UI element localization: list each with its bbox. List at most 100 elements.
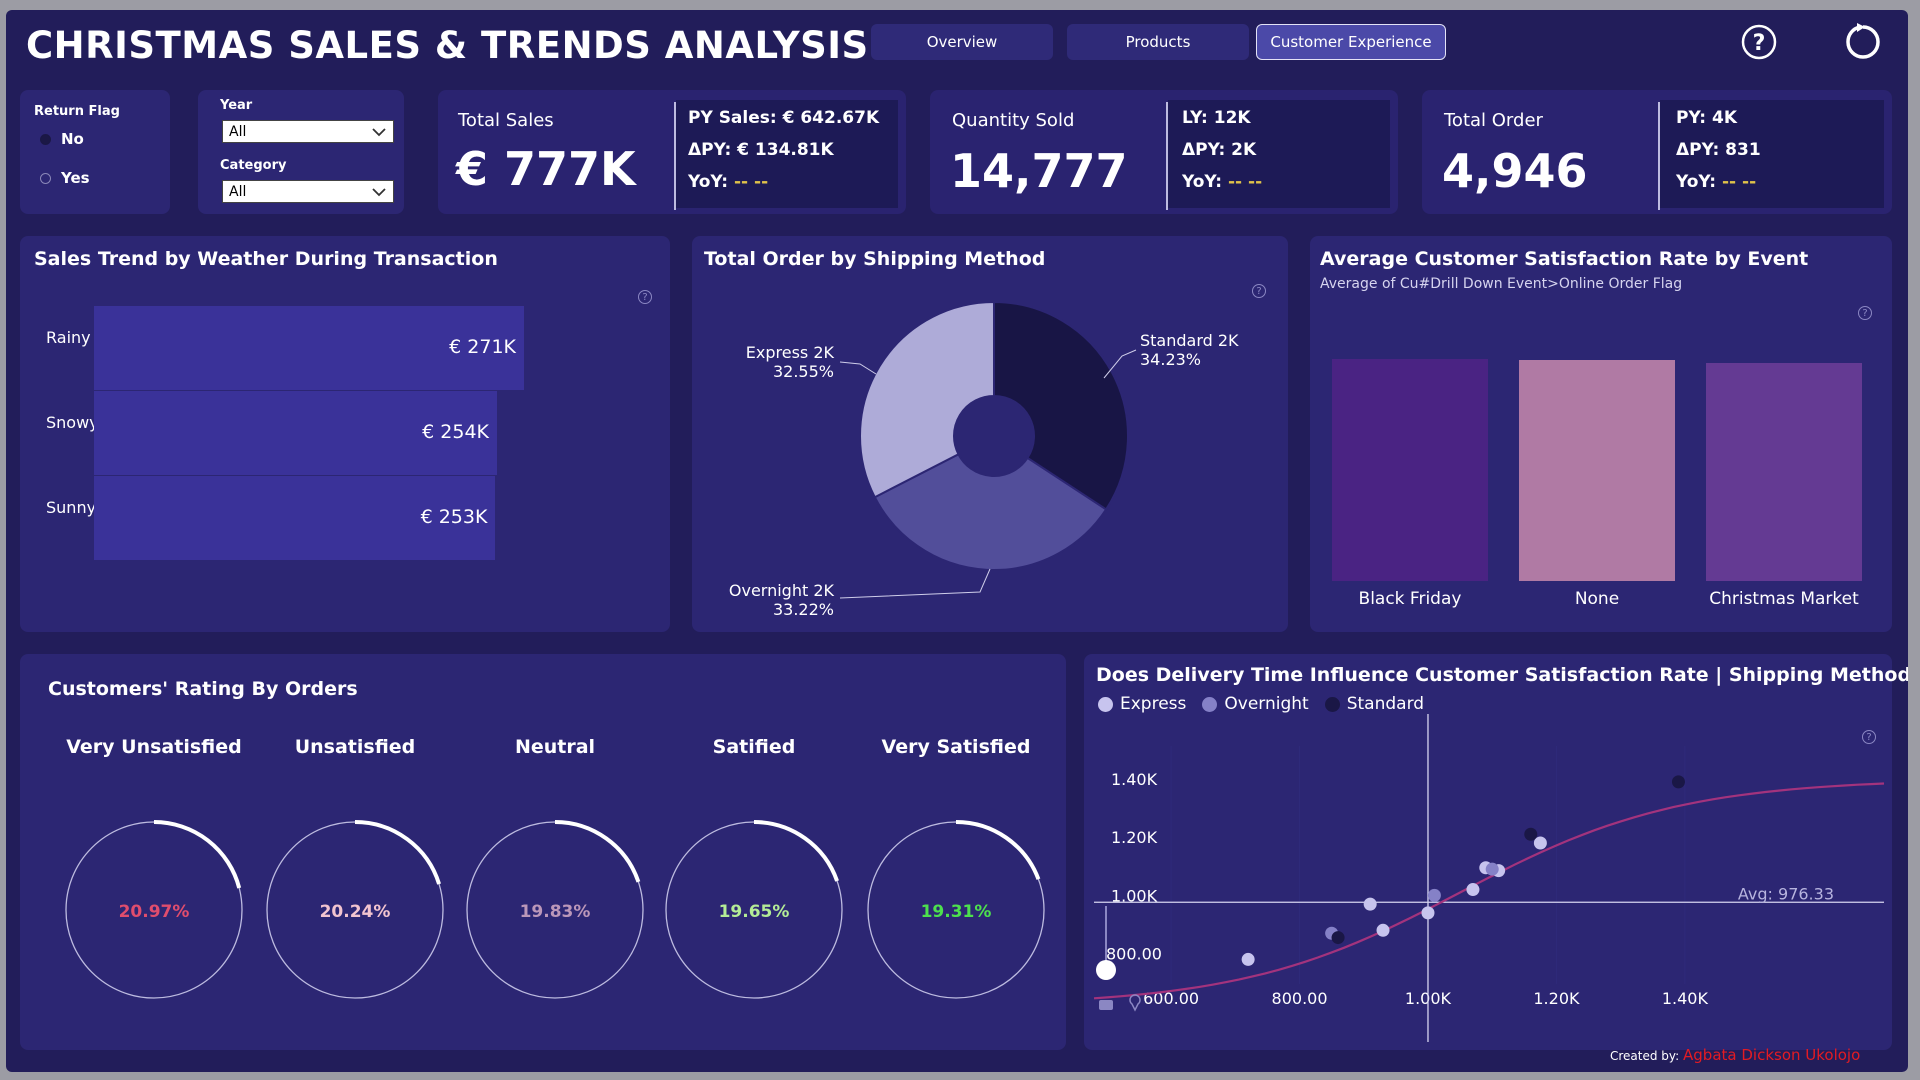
return-flag-option-no[interactable]: No xyxy=(40,130,84,148)
divider xyxy=(1166,102,1168,210)
rating-gauge: 19.31% xyxy=(867,820,1045,999)
chart-subtitle: Average of Cu#Drill Down Event>Online Or… xyxy=(1320,276,1683,292)
year-dropdown[interactable]: All xyxy=(222,120,394,143)
x-tick-label: 1.40K xyxy=(1662,989,1709,1008)
slice-pct-label: 32.55% xyxy=(773,362,834,381)
refresh-icon[interactable] xyxy=(1844,23,1882,61)
dashboard-frame: CHRISTMAS SALES & TRENDS ANALYSIS Overvi… xyxy=(6,10,1908,1072)
chart-title: Customers' Rating By Orders xyxy=(48,678,358,700)
return-flag-option-yes[interactable]: Yes xyxy=(40,169,90,187)
category-label: Category xyxy=(220,158,287,173)
gauge-arc xyxy=(153,820,242,889)
scatter-point-overnight[interactable] xyxy=(1485,862,1499,876)
scatter-point-express[interactable] xyxy=(1533,836,1547,850)
kpi-value: 14,777 xyxy=(950,144,1128,198)
scatter-point-standard[interactable] xyxy=(1671,775,1685,789)
bar-value-label: € 254K xyxy=(422,421,490,443)
tab-overview[interactable]: Overview xyxy=(871,24,1053,60)
rating-label: Very Unsatisfied xyxy=(66,736,242,758)
bar-category-label: Sunny xyxy=(46,498,97,517)
kpi-total-order: Total Order 4,946 PY: 4K ΔPY: 831 YoY: -… xyxy=(1422,90,1892,214)
legend-item-express[interactable]: Express xyxy=(1098,694,1186,714)
kpi-details: LY: 12K ΔPY: 2K YoY: -- -- xyxy=(1182,108,1263,192)
weather-bar[interactable]: € 253K xyxy=(94,476,496,560)
scatter-point-express[interactable] xyxy=(1376,923,1390,937)
kpi-details: PY Sales: € 642.67K ΔPY: € 134.81K YoY: … xyxy=(688,108,880,192)
year-category-slicer: Year All Category All xyxy=(198,90,404,214)
return-flag-label: Return Flag xyxy=(34,104,120,119)
legend-item-overnight[interactable]: Overnight xyxy=(1202,694,1309,714)
help-icon[interactable]: ? xyxy=(1252,284,1266,298)
donut-slice-express[interactable] xyxy=(859,300,995,499)
rating-label: Satified xyxy=(712,736,796,758)
gauge-value: 19.31% xyxy=(921,902,992,922)
category-dropdown[interactable]: All xyxy=(222,180,394,203)
page-title: CHRISTMAS SALES & TRENDS ANALYSIS xyxy=(26,24,869,67)
y-tick-label: 800.00 xyxy=(1106,945,1162,964)
year-label: Year xyxy=(220,98,253,113)
chart-title: Total Order by Shipping Method xyxy=(704,248,1046,270)
kpi-label: Quantity Sold xyxy=(952,110,1075,131)
trend-line xyxy=(1093,782,1885,1000)
legend-item-standard[interactable]: Standard xyxy=(1324,694,1424,714)
scatter-point-overnight[interactable] xyxy=(1427,888,1441,902)
radio-icon xyxy=(40,133,51,145)
scatter-point-standard[interactable] xyxy=(1524,827,1538,841)
play-axis-handle[interactable] xyxy=(1096,960,1116,980)
slice-label: Overnight 2K xyxy=(729,581,835,600)
event-satisfaction-chart: Average Customer Satisfaction Rate by Ev… xyxy=(1310,236,1892,632)
y-tick-label: 1.00K xyxy=(1111,886,1158,905)
camera-icon[interactable] xyxy=(1099,1000,1113,1010)
slice-label: Standard 2K xyxy=(1140,331,1239,350)
help-icon[interactable]: ? xyxy=(1862,730,1876,744)
tab-products[interactable]: Products xyxy=(1067,24,1249,60)
scatter-point-express[interactable] xyxy=(1363,897,1377,911)
kpi-value: € 777K xyxy=(456,142,636,196)
help-icon[interactable]: ? xyxy=(638,290,652,304)
kpi-quantity-sold: Quantity Sold 14,777 LY: 12K ΔPY: 2K YoY… xyxy=(930,90,1398,214)
event-bar[interactable] xyxy=(1332,359,1488,581)
help-icon[interactable]: ? xyxy=(1858,306,1872,320)
event-bar[interactable] xyxy=(1519,360,1675,581)
shipping-method-chart: Total Order by Shipping Method ? Standar… xyxy=(692,236,1288,632)
scatter-plot: 600.00 800.00 1.00K 1.20K 1.40K1.40K1.20K1.0… xyxy=(1093,714,1885,1042)
svg-text:?: ? xyxy=(1753,31,1766,56)
divider xyxy=(674,102,676,210)
bar-category-label: Christmas Market xyxy=(1709,589,1859,609)
divider xyxy=(1658,102,1660,210)
weather-bar[interactable]: € 271K xyxy=(94,306,524,390)
scatter-point-express[interactable] xyxy=(1241,952,1255,966)
rating-gauge: 20.24% xyxy=(266,820,444,999)
bar-category-label: Snowy xyxy=(46,413,99,432)
donut-slice-standard[interactable] xyxy=(993,300,1129,511)
leader-line xyxy=(839,361,877,375)
y-tick-label: 1.40K xyxy=(1111,770,1158,789)
bar-category-label: Rainy xyxy=(46,328,91,347)
customer-rating-panel: Customers' Rating By Orders Very Unsatis… xyxy=(20,654,1066,1050)
bar-value-label: € 271K xyxy=(449,336,516,358)
chart-title: Sales Trend by Weather During Transactio… xyxy=(34,248,498,270)
tab-customer-experience[interactable]: Customer Experience xyxy=(1256,24,1446,60)
kpi-label: Total Order xyxy=(1444,110,1543,131)
chevron-down-icon xyxy=(372,127,386,136)
rating-label: Very Satisfied xyxy=(881,736,1031,758)
rating-gauge: 19.65% xyxy=(665,820,843,999)
scatter-point-standard[interactable] xyxy=(1331,931,1345,945)
weather-bar[interactable]: € 254K xyxy=(94,391,498,475)
scatter-point-express[interactable] xyxy=(1466,883,1480,897)
leader-line xyxy=(839,568,991,599)
legend-dot-icon xyxy=(1098,696,1113,712)
kpi-label: Total Sales xyxy=(458,110,554,131)
gauge-value: 20.97% xyxy=(119,902,190,922)
kpi-value: 4,946 xyxy=(1442,144,1588,198)
delivery-scatter-chart: Does Delivery Time Influence Customer Sa… xyxy=(1084,654,1908,1050)
donut-slice-overnight[interactable] xyxy=(873,452,1108,571)
chart-title: Average Customer Satisfaction Rate by Ev… xyxy=(1320,248,1809,270)
pin-icon[interactable] xyxy=(1129,994,1141,1012)
event-bar[interactable] xyxy=(1706,363,1862,581)
scatter-point-express[interactable] xyxy=(1421,906,1435,920)
gauge-arc xyxy=(354,820,442,885)
gauge-arc xyxy=(753,820,839,882)
help-icon[interactable]: ? xyxy=(1740,23,1778,61)
